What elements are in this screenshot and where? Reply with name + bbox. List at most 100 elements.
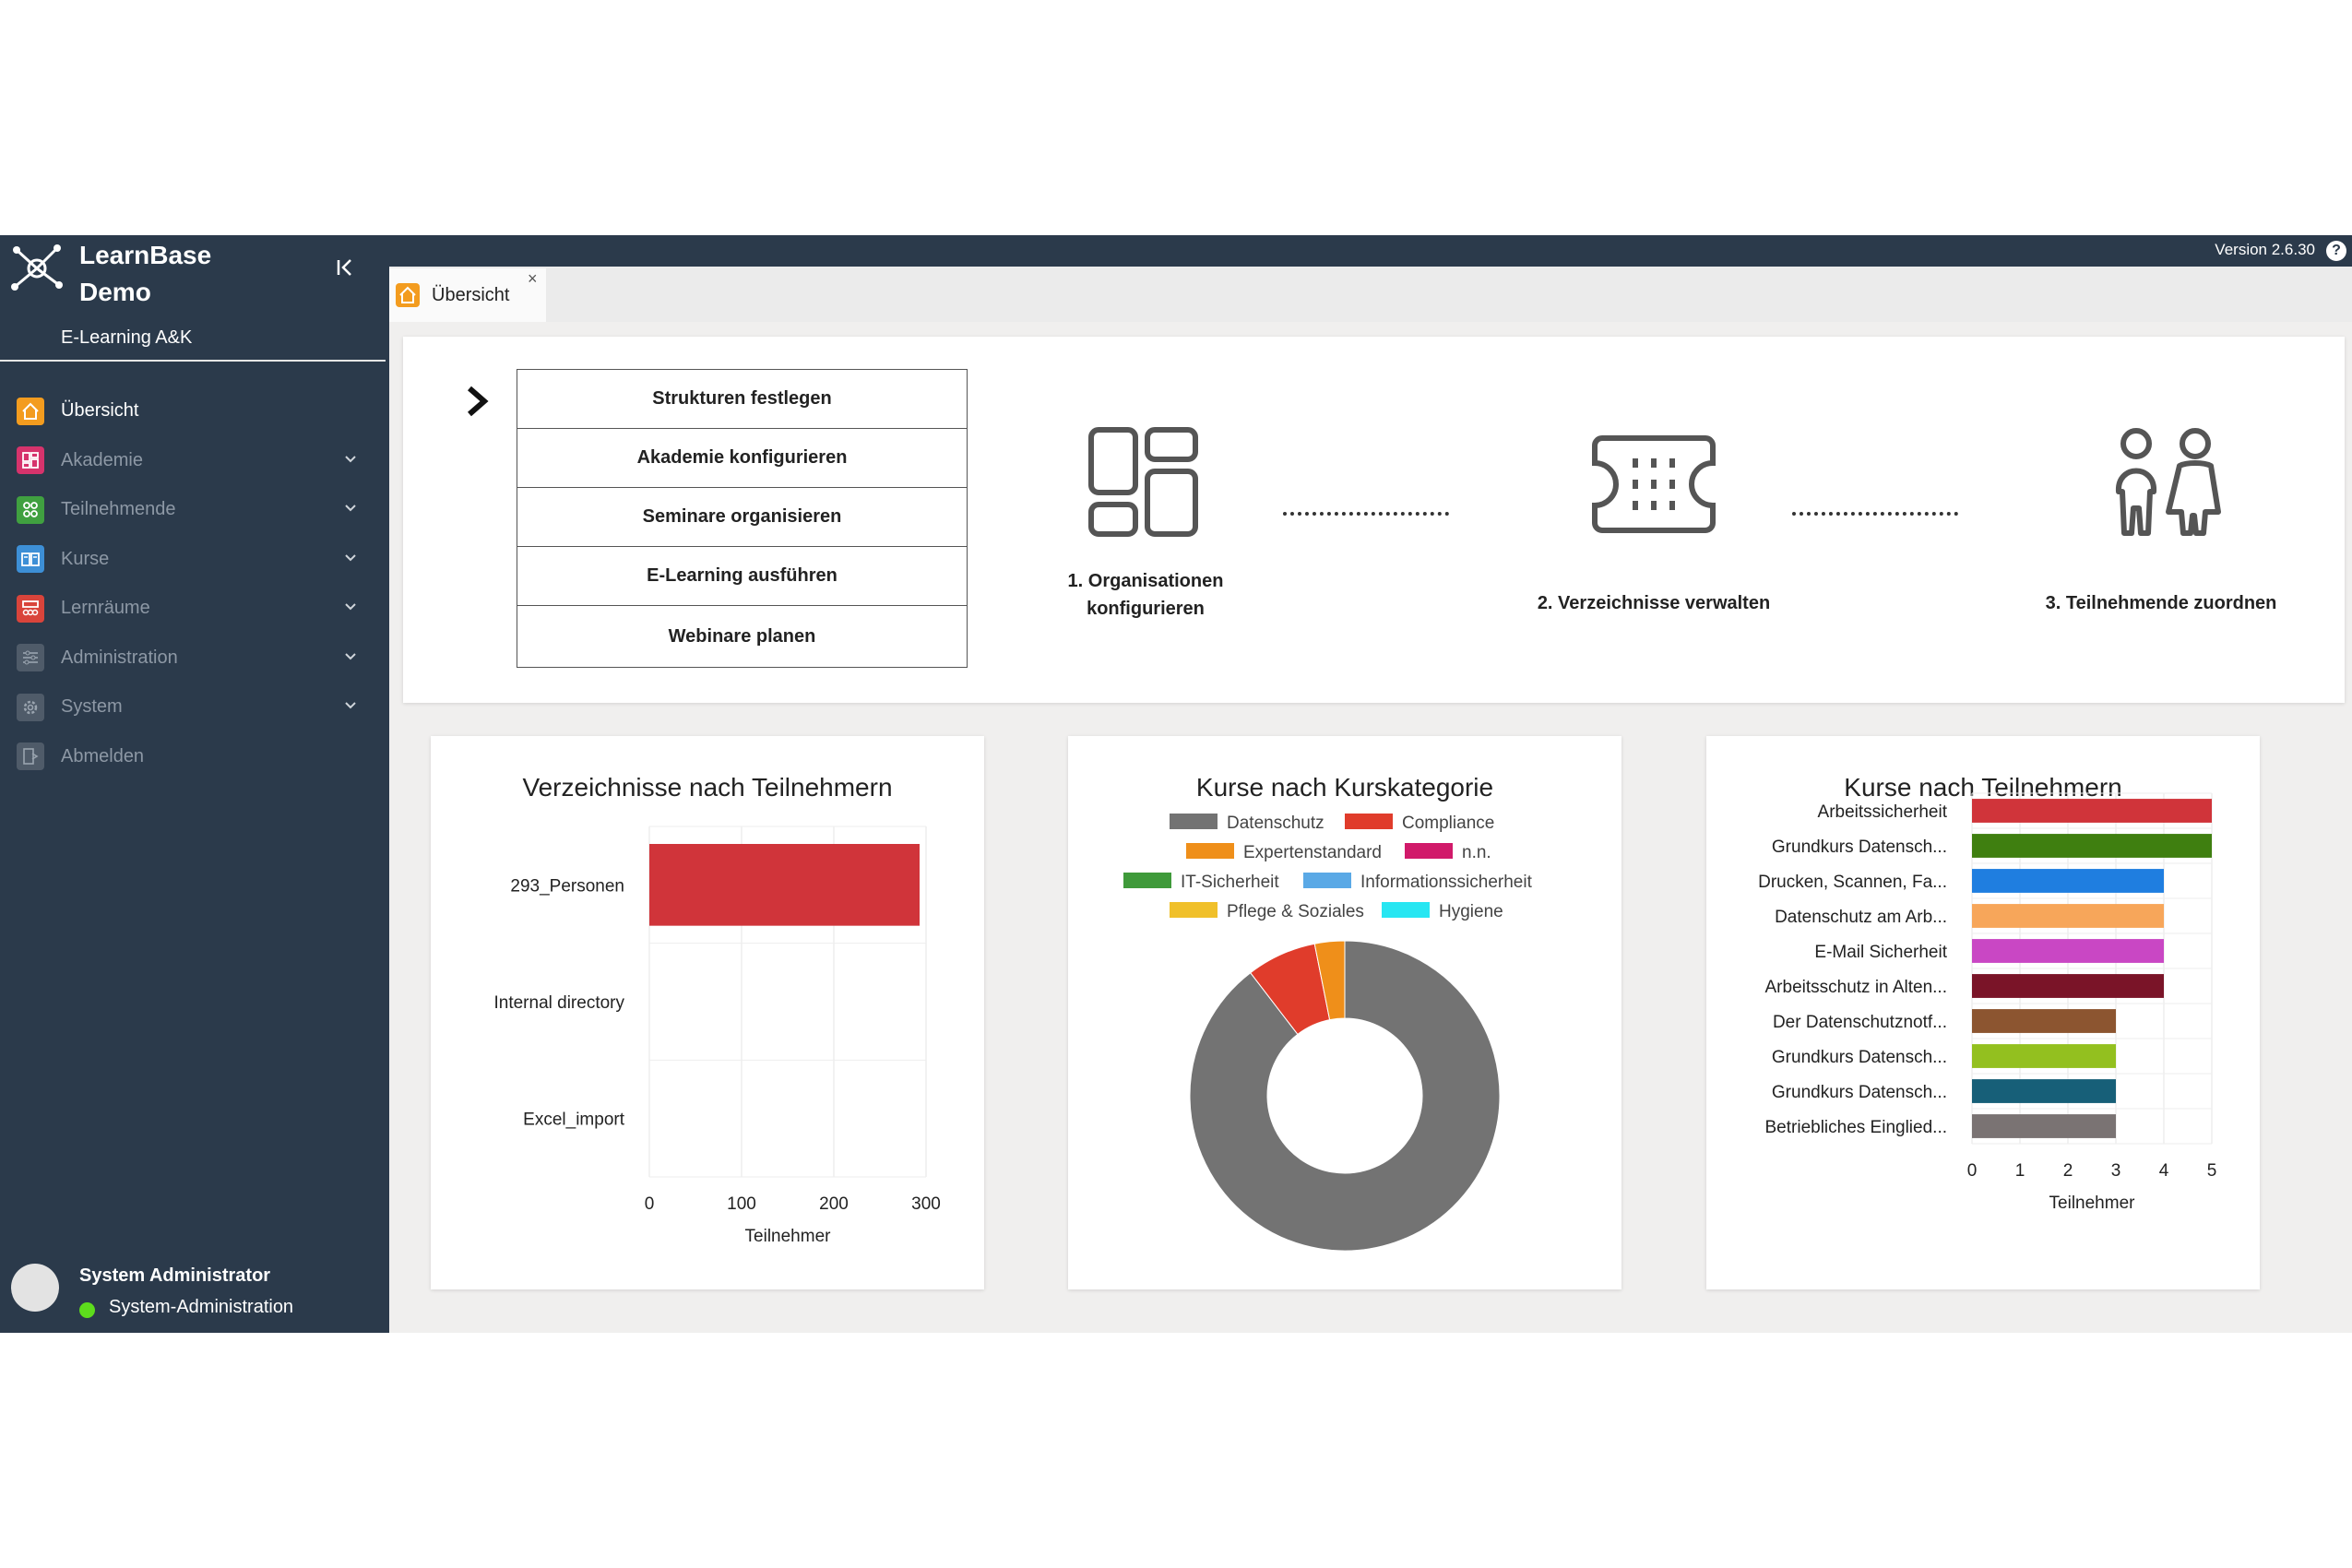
step-1-line-2: konfigurieren <box>1087 599 1205 619</box>
x-tick-label: 0 <box>645 1194 655 1214</box>
x-tick-label: 100 <box>727 1194 756 1214</box>
home-icon <box>396 283 420 307</box>
step-organisationen: 1. Organisationen konfigurieren <box>1021 567 1270 623</box>
x-tick-label: 4 <box>2159 1161 2169 1181</box>
legend-label: Informationssicherheit <box>1360 873 1533 892</box>
legend-swatch <box>1123 873 1171 888</box>
sidebar-item-label: Lernräume <box>61 598 150 619</box>
bar <box>1972 1114 2116 1138</box>
app-window: LearnBase Demo E-Learning A&K Übersicht … <box>0 235 2352 1333</box>
chart-title: Kurse nach Teilnehmern <box>1844 773 2122 802</box>
legend-label: n.n. <box>1462 843 1491 862</box>
workflow-menu: Strukturen festlegen Akademie konfigurie… <box>517 369 968 668</box>
chart-kurskategorie: Datenschutz Compliance Expertenstandard n.n… <box>1123 814 1533 1252</box>
bar <box>1972 799 2212 823</box>
sidebar-item-uebersicht[interactable]: Übersicht <box>0 386 389 436</box>
legend-swatch <box>1345 814 1393 829</box>
chevron-down-icon <box>345 702 356 709</box>
y-tick-label: 293_Personen <box>510 876 624 896</box>
user-name: System Administrator <box>79 1265 271 1286</box>
sidebar-item-label: Akademie <box>61 449 143 470</box>
y-tick-label: Der Datenschutznotf... <box>1773 1013 1947 1032</box>
people-icon <box>17 495 44 524</box>
y-tick-label: Drucken, Scannen, Fa... <box>1758 873 1947 892</box>
layout-icon <box>17 446 44 475</box>
avatar[interactable] <box>11 1264 59 1312</box>
sidebar-item-label: Administration <box>61 647 178 668</box>
chart-card-verzeichnisse: Verzeichnisse nach Teilnehmern 0 100 200 30… <box>431 736 984 1289</box>
chart-title: Kurse nach Kurskategorie <box>1195 773 1494 802</box>
y-tick-label: Grundkurs Datensch... <box>1772 1048 1947 1067</box>
webinare-planen-button[interactable]: Webinare planen <box>517 606 967 667</box>
version-label: Version 2.6.30 <box>2215 241 2315 258</box>
brand-line-1: LearnBase <box>79 241 212 269</box>
sliders-icon <box>17 644 44 672</box>
legend-swatch <box>1382 902 1430 918</box>
y-tick-label: Grundkurs Datensch... <box>1772 1083 1947 1102</box>
chevron-down-icon <box>345 652 356 659</box>
legend-label: IT-Sicherheit <box>1181 873 1279 892</box>
connector-dots <box>1792 512 1958 516</box>
sidebar-item-lernraeume[interactable]: Lernräume <box>0 584 389 634</box>
bar <box>1972 974 2164 998</box>
akademie-konfigurieren-button[interactable]: Akademie konfigurieren <box>517 429 967 488</box>
legend-label: Pflege & Soziales <box>1227 902 1364 921</box>
step-1-line-1: 1. Organisationen <box>1067 571 1224 591</box>
strukturen-festlegen-button[interactable]: Strukturen festlegen <box>517 370 967 429</box>
x-axis-label: Teilnehmer <box>2049 1194 2136 1213</box>
sidebar: LearnBase Demo E-Learning A&K Übersicht … <box>0 235 389 1333</box>
sidebar-item-abmelden[interactable]: Abmelden <box>0 732 389 782</box>
sidebar-item-akademie[interactable]: Akademie <box>0 436 389 486</box>
elearning-ausfuehren-button[interactable]: E-Learning ausführen <box>517 547 967 606</box>
organisation-layout-icon <box>1088 427 1198 537</box>
legend-swatch <box>1186 843 1234 859</box>
y-tick-label: Arbeitssicherheit <box>1818 802 1948 822</box>
bar <box>1972 939 2164 963</box>
legend-label: Datenschutz <box>1227 814 1324 833</box>
help-icon[interactable]: ? <box>2326 241 2346 261</box>
organisation-name: E-Learning A&K <box>61 327 193 348</box>
step-teilnehmende: 3. Teilnehmende zuordnen <box>2018 593 2304 614</box>
step-3-label: 3. Teilnehmende zuordnen <box>2045 593 2277 613</box>
sidebar-item-system[interactable]: System <box>0 683 389 732</box>
tab-bar: Übersicht × <box>389 267 2352 322</box>
legend-label: Compliance <box>1402 814 1494 833</box>
x-axis-label: Teilnehmer <box>745 1227 832 1246</box>
y-tick-label: Arbeitsschutz in Alten... <box>1765 978 1948 997</box>
sidebar-item-label: Kurse <box>61 548 110 569</box>
chart-card-kurskategorie: Kurse nach Kurskategorie Datenschutz Comp… <box>1068 736 1621 1289</box>
ticket-icon <box>1592 435 1716 533</box>
home-icon <box>17 397 44 425</box>
sidebar-item-kurse[interactable]: Kurse <box>0 535 389 585</box>
sidebar-divider <box>0 360 386 362</box>
sidebar-item-label: Teilnehmende <box>61 499 176 520</box>
y-tick-label: E-Mail Sicherheit <box>1814 943 1947 962</box>
seminare-organisieren-button[interactable]: Seminare organisieren <box>517 488 967 547</box>
step-2-label: 2. Verzeichnisse verwalten <box>1537 593 1771 613</box>
sidebar-item-label: Übersicht <box>61 400 139 422</box>
tab-uebersicht[interactable]: Übersicht <box>389 268 546 322</box>
legend-swatch <box>1170 814 1218 829</box>
x-tick-label: 200 <box>819 1194 849 1214</box>
x-tick-label: 2 <box>2063 1161 2073 1181</box>
legend-label: Expertenstandard <box>1243 843 1382 862</box>
chevron-right-icon <box>468 386 489 417</box>
sidebar-item-administration[interactable]: Administration <box>0 634 389 683</box>
chevron-down-icon <box>345 603 356 611</box>
bar <box>1972 1009 2116 1033</box>
y-tick-label: Datenschutz am Arb... <box>1775 908 1947 927</box>
x-tick-label: 0 <box>1967 1161 1978 1181</box>
bar <box>649 844 920 926</box>
logout-icon <box>17 742 44 771</box>
legend-label: Hygiene <box>1439 902 1503 921</box>
sidebar-item-teilnehmende[interactable]: Teilnehmende <box>0 485 389 535</box>
step-verzeichnisse: 2. Verzeichnisse verwalten <box>1506 593 1801 614</box>
sidebar-item-label: System <box>61 696 123 718</box>
y-tick-label: Internal directory <box>493 993 624 1013</box>
close-tab-icon[interactable]: × <box>528 269 538 288</box>
x-tick-label: 5 <box>2207 1161 2217 1181</box>
collapse-sidebar-icon[interactable] <box>332 254 360 281</box>
legend-swatch <box>1303 873 1351 888</box>
bar <box>1972 1079 2116 1103</box>
y-tick-label: Betriebliches Einglied... <box>1765 1118 1948 1137</box>
